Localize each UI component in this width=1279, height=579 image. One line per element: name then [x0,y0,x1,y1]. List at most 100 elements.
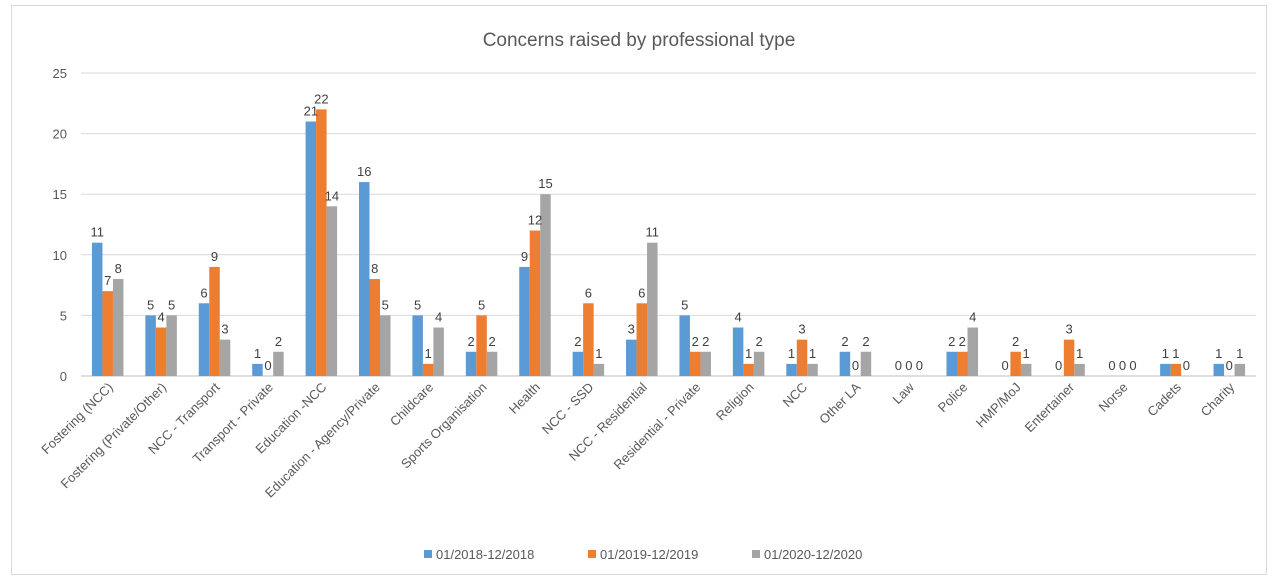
y-tick-label: 15 [53,187,67,202]
bar [422,363,434,376]
bar [91,242,103,376]
bar [593,363,605,376]
data-label: 11 [90,225,104,240]
data-label: 0 [852,358,859,373]
bar [252,363,263,376]
data-label: 3 [798,322,805,337]
bar [1074,363,1085,376]
data-label: 14 [325,188,339,203]
bar [112,279,124,376]
bar [796,339,808,376]
y-axis-ticks: 0 5 10 15 20 25 [53,66,67,384]
data-label: 9 [521,249,528,264]
bars [91,109,1246,377]
y-tick-label: 10 [53,248,67,263]
data-label: 21 [304,103,318,118]
x-tick-label: Health [506,380,543,417]
x-tick-label: Education - Agency/Private [262,380,383,501]
bar [636,303,648,376]
bar [957,351,968,376]
x-tick-label: Entertainer [1022,379,1078,435]
x-tick-label: Norse [1095,380,1130,415]
x-tick-label: Charity [1198,379,1238,419]
bar [412,315,423,376]
data-label: 2 [948,334,955,349]
data-label: 2 [467,334,474,349]
data-label: 1 [1076,346,1083,361]
data-label: 7 [104,273,111,288]
bar [583,303,594,376]
data-label: 2 [702,334,709,349]
data-label: 5 [414,297,421,312]
data-label: 2 [1012,334,1019,349]
data-label: 0 [905,358,912,373]
bar [807,363,818,376]
bar [209,266,220,376]
x-tick-label: Other LA [816,379,864,427]
data-label: 9 [211,249,218,264]
data-label: 2 [275,334,282,349]
legend-swatch [752,550,760,558]
data-label: 2 [862,334,869,349]
data-label: 0 [1119,358,1126,373]
data-label: 6 [638,285,645,300]
bar [359,182,370,376]
bar [540,194,551,376]
bar [626,339,637,376]
data-label: 5 [478,297,485,312]
bar [198,303,210,376]
x-tick-label: Religion [713,380,757,424]
bar [1213,363,1225,376]
x-axis-ticks: Fostering (NCC)Fostering (Private/Other)… [38,379,1237,500]
bar [476,315,487,376]
bar [753,351,765,376]
data-label: 15 [538,176,552,191]
bar [145,315,156,376]
bar [273,351,284,376]
data-label: 1 [788,346,795,361]
x-tick-label: Law [889,379,917,407]
bar [1010,351,1021,376]
data-label: 5 [681,297,688,312]
bar [305,121,317,376]
x-tick-label: Childcare [387,380,436,429]
bar [529,230,541,376]
bar [786,363,797,376]
data-label: 4 [157,310,164,325]
bar [860,351,872,376]
legend-label: 01/2018-12/2018 [436,547,534,562]
bar [946,351,957,376]
chart-area: Concerns raised by professional type 0 5 1… [11,5,1267,575]
data-label: 4 [435,310,442,325]
data-label: 3 [1065,322,1072,337]
bar [1170,363,1182,376]
bar [1234,363,1246,376]
data-label: 6 [585,285,592,300]
data-label: 2 [841,334,848,349]
legend-swatch [588,550,596,558]
data-label: 6 [200,285,207,300]
data-label: 1 [745,346,752,361]
data-label: 1 [1236,346,1243,361]
bar [572,351,584,376]
data-label: 0 [1055,358,1062,373]
gridlines [81,72,1256,377]
y-tick-label: 5 [60,308,67,323]
bar [647,242,658,376]
data-label: 2 [574,334,581,349]
data-label: 12 [528,213,542,228]
data-label: 11 [646,225,660,240]
data-label: 2 [755,334,762,349]
bar [219,339,231,376]
data-label: 0 [895,358,902,373]
bar [1020,363,1032,376]
data-label: 1 [254,346,261,361]
bar [743,363,754,376]
y-tick-label: 0 [60,369,67,384]
bar [380,315,391,376]
data-label: 1 [1162,346,1169,361]
data-label: 0 [1108,358,1115,373]
legend-swatch [424,550,432,558]
bar [839,351,851,376]
